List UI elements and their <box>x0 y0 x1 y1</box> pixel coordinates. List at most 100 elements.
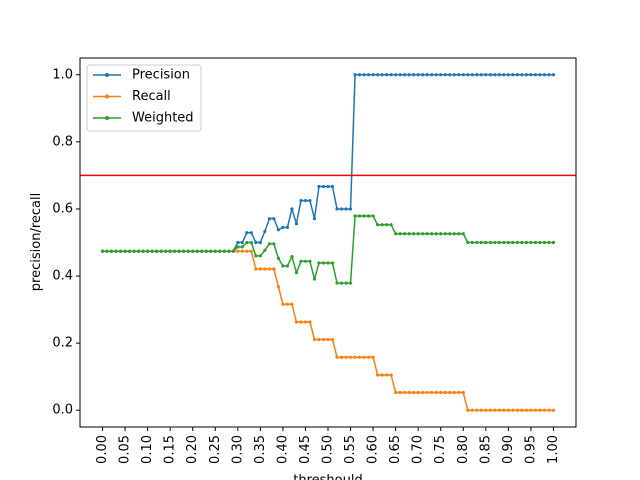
data-point-precision <box>362 73 366 77</box>
data-point-recall <box>457 390 461 395</box>
legend-label-precision: Precision <box>132 68 190 83</box>
data-point-precision <box>412 73 416 77</box>
data-point-weighted <box>321 261 326 265</box>
data-point-weighted <box>168 249 172 253</box>
data-point-recall <box>547 408 551 412</box>
data-point-precision <box>348 207 353 211</box>
data-point-weighted <box>299 259 303 263</box>
data-point-weighted <box>376 223 380 227</box>
data-point-weighted <box>448 232 452 236</box>
data-point-recall <box>317 337 321 342</box>
data-point-weighted <box>276 256 280 260</box>
data-point-recall <box>475 408 479 412</box>
data-point-recall <box>551 408 556 412</box>
data-point-recall <box>443 390 447 395</box>
data-point-weighted <box>272 242 276 246</box>
data-point-precision <box>448 73 452 77</box>
data-point-recall <box>272 267 276 271</box>
data-point-recall <box>357 355 362 359</box>
data-point-recall <box>281 302 285 306</box>
data-point-weighted <box>159 249 163 253</box>
data-point-recall <box>502 408 506 412</box>
data-point-weighted <box>186 249 190 253</box>
data-point-recall <box>330 337 335 342</box>
data-point-weighted <box>191 249 195 253</box>
x-tick-label: 0.85 <box>478 435 493 464</box>
data-point-precision <box>366 73 371 77</box>
data-point-recall <box>371 355 375 359</box>
data-point-recall <box>353 355 357 359</box>
data-point-weighted <box>303 259 308 263</box>
y-tick-label: 0.8 <box>52 134 73 149</box>
data-point-weighted <box>118 249 123 253</box>
x-tick-label: 0.65 <box>388 435 403 464</box>
y-tick-label: 0.6 <box>52 201 73 216</box>
data-point-weighted <box>524 240 529 245</box>
data-point-precision <box>281 225 285 229</box>
data-point-precision <box>502 73 506 77</box>
data-point-precision <box>308 198 312 203</box>
x-tick-label: 0.50 <box>321 435 336 464</box>
data-point-weighted <box>294 271 299 275</box>
data-point-recall <box>263 267 267 271</box>
data-point-precision <box>285 225 290 229</box>
data-point-precision <box>529 73 533 77</box>
data-point-precision <box>236 240 240 245</box>
data-point-precision <box>484 73 488 77</box>
data-point-weighted <box>362 214 366 218</box>
data-point-precision <box>479 73 483 77</box>
data-point-precision <box>249 231 253 235</box>
data-point-weighted <box>412 232 416 236</box>
data-point-precision <box>294 222 299 226</box>
data-point-recall <box>430 390 434 395</box>
data-point-weighted <box>209 249 213 253</box>
data-point-recall <box>542 408 547 412</box>
data-point-precision <box>240 240 244 245</box>
data-point-precision <box>452 73 456 77</box>
data-point-weighted <box>357 214 362 218</box>
data-point-precision <box>330 184 335 189</box>
data-point-recall <box>439 390 443 395</box>
data-point-precision <box>312 217 317 221</box>
data-point-weighted <box>240 245 244 249</box>
data-point-precision <box>344 207 348 211</box>
x-tick-label: 1.00 <box>546 435 561 464</box>
data-point-recall <box>366 355 371 359</box>
data-point-recall <box>303 320 308 324</box>
data-point-precision <box>245 231 249 235</box>
data-point-recall <box>385 373 389 377</box>
data-point-precision <box>303 198 308 203</box>
x-tick-label: 0.00 <box>95 435 110 464</box>
data-point-recall <box>434 390 438 395</box>
data-point-recall <box>335 355 339 359</box>
x-axis: 0.00 0.05 0.10 0.15 0.20 0.25 0.30 0.35 0.40 0.45… <box>95 427 561 464</box>
data-point-precision <box>403 73 407 77</box>
y-tick-label: 1.0 <box>52 67 73 82</box>
data-point-recall <box>403 390 407 395</box>
x-tick-label: 0.05 <box>118 435 133 464</box>
data-point-recall <box>398 390 402 395</box>
data-point-precision <box>461 73 465 77</box>
data-point-weighted <box>380 223 384 227</box>
data-point-weighted <box>227 249 231 253</box>
data-point-weighted <box>344 281 348 285</box>
data-point-weighted <box>529 240 533 245</box>
data-point-weighted <box>434 232 438 236</box>
data-point-weighted <box>506 240 510 245</box>
data-point-precision <box>533 73 538 77</box>
data-point-weighted <box>497 240 501 245</box>
data-point-weighted <box>538 240 542 245</box>
data-point-weighted <box>443 232 447 236</box>
data-point-weighted <box>195 249 199 253</box>
data-point-weighted <box>421 232 425 236</box>
data-point-precision <box>497 73 501 77</box>
data-point-precision <box>321 184 326 189</box>
data-point-weighted <box>533 240 538 245</box>
legend-marker-recall <box>105 94 109 99</box>
data-point-weighted <box>551 240 556 245</box>
data-point-precision <box>258 240 262 245</box>
data-point-recall <box>380 373 384 377</box>
data-point-recall <box>479 408 483 412</box>
data-point-precision <box>326 184 330 189</box>
data-point-recall <box>240 249 244 253</box>
